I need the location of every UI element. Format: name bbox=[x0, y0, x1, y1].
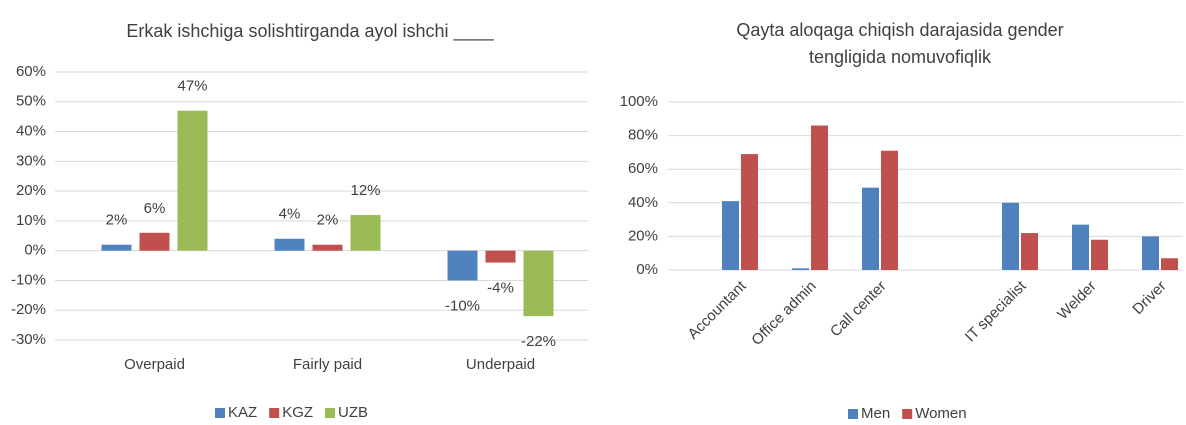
x-tick-label: Office admin bbox=[748, 278, 819, 349]
bar bbox=[274, 238, 305, 251]
x-tick-label: Underpaid bbox=[466, 356, 535, 373]
data-label: 47% bbox=[177, 78, 207, 95]
legend-swatch bbox=[215, 408, 225, 418]
bar bbox=[1072, 224, 1089, 270]
y-tick-label: 50% bbox=[16, 93, 46, 110]
bar bbox=[312, 244, 343, 251]
chart-title: Qayta aloqaga chiqish darajasida gender … bbox=[736, 20, 1064, 67]
x-tick-label: Call center bbox=[827, 278, 890, 341]
y-tick-label: 60% bbox=[628, 160, 658, 177]
bar bbox=[792, 268, 809, 270]
x-tick-label: Accountant bbox=[685, 277, 751, 343]
y-tick-label: 40% bbox=[16, 123, 46, 140]
y-tick-label: 60% bbox=[16, 63, 46, 80]
bar bbox=[722, 201, 739, 270]
data-label: 4% bbox=[279, 206, 301, 223]
data-label: -22% bbox=[521, 333, 556, 350]
y-tick-label: -10% bbox=[11, 271, 46, 288]
legend-label: KAZ bbox=[228, 404, 257, 421]
bar bbox=[1091, 239, 1108, 270]
y-tick-label: 80% bbox=[628, 127, 658, 144]
legend-swatch bbox=[902, 409, 913, 419]
x-tick-label: IT specialist bbox=[962, 277, 1030, 345]
bar bbox=[177, 110, 208, 251]
data-label: -10% bbox=[445, 297, 480, 314]
data-label: 2% bbox=[317, 212, 339, 229]
y-tick-label: 20% bbox=[16, 182, 46, 199]
legend-label: Women bbox=[915, 405, 966, 422]
y-tick-label: 10% bbox=[16, 212, 46, 229]
data-label: 2% bbox=[106, 212, 128, 229]
x-tick-label: Overpaid bbox=[124, 356, 185, 373]
chart-title: Erkak ishchiga solishtirganda ayol ishch… bbox=[126, 21, 494, 41]
bar bbox=[485, 250, 516, 263]
legend-label: KGZ bbox=[282, 404, 313, 421]
x-tick-label: Driver bbox=[1129, 278, 1169, 318]
bar bbox=[1142, 236, 1159, 270]
legend-label: Men bbox=[861, 405, 890, 422]
legend-label: UZB bbox=[338, 404, 368, 421]
y-tick-label: 100% bbox=[620, 93, 658, 110]
bar bbox=[881, 150, 898, 270]
bar bbox=[523, 250, 554, 317]
bar bbox=[139, 232, 170, 251]
bar bbox=[350, 214, 381, 251]
y-tick-label: -30% bbox=[11, 331, 46, 348]
x-tick-label: Fairly paid bbox=[293, 356, 362, 373]
x-tick-label: Welder bbox=[1054, 278, 1099, 323]
legend-swatch bbox=[848, 409, 858, 419]
y-tick-label: 0% bbox=[24, 242, 46, 259]
y-tick-label: 30% bbox=[16, 152, 46, 169]
y-tick-label: 40% bbox=[628, 194, 658, 211]
legend-swatch bbox=[325, 408, 336, 418]
y-tick-label: 0% bbox=[636, 261, 658, 278]
y-tick-label: -20% bbox=[11, 301, 46, 318]
bar bbox=[1002, 202, 1019, 270]
bar bbox=[741, 154, 758, 270]
data-label: 6% bbox=[144, 200, 166, 217]
bar bbox=[447, 250, 478, 281]
bar bbox=[101, 244, 132, 251]
legend-swatch bbox=[269, 408, 280, 418]
y-tick-label: 20% bbox=[628, 227, 658, 244]
bar bbox=[1161, 258, 1178, 270]
data-label: 12% bbox=[350, 182, 380, 199]
bar bbox=[862, 187, 879, 270]
data-label: -4% bbox=[487, 280, 514, 297]
bar bbox=[811, 125, 828, 271]
bar bbox=[1021, 233, 1038, 270]
